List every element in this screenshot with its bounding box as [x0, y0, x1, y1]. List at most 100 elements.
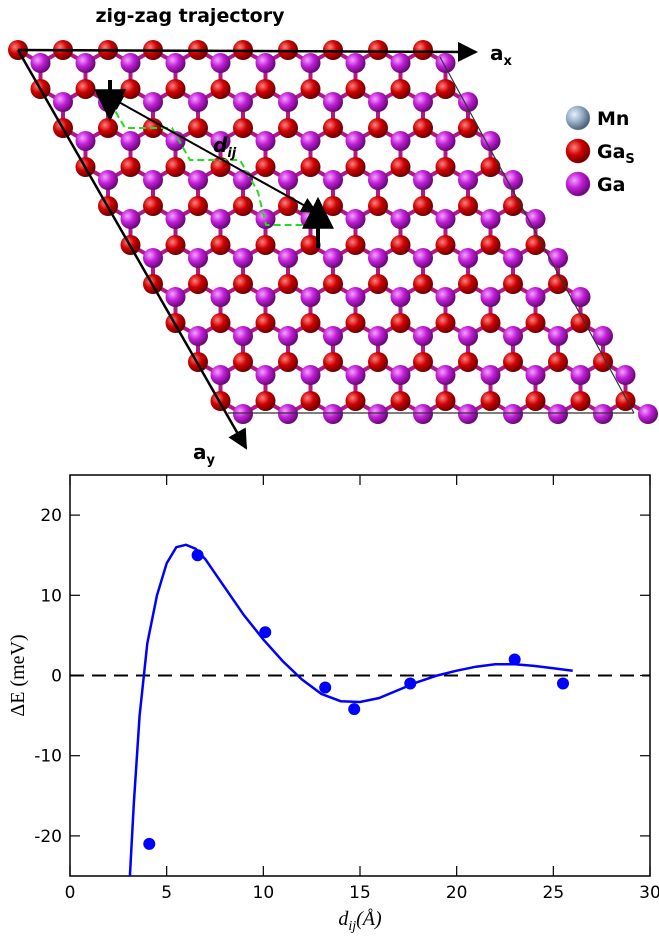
- legend-label: Mn: [597, 108, 629, 130]
- ga-atom: [481, 131, 501, 151]
- y-tick-label: 0: [51, 667, 62, 687]
- ga-atom: [346, 287, 366, 307]
- ga-atom: [166, 287, 186, 307]
- gas-atom: [278, 274, 298, 294]
- ga-atom: [638, 404, 658, 424]
- ga-atom: [143, 248, 163, 268]
- legend-swatch: [566, 172, 590, 196]
- ga-atom: [211, 209, 231, 229]
- ay-label: ay: [193, 440, 216, 468]
- legend-swatch: [566, 106, 590, 130]
- ga-atom: [346, 131, 366, 151]
- ga-atom: [481, 287, 501, 307]
- gas-atom: [233, 118, 253, 138]
- ga-atom: [233, 248, 253, 268]
- label-base: a: [193, 440, 207, 464]
- ga-atom: [233, 92, 253, 112]
- ga-atom: [76, 53, 96, 73]
- gas-atom: [413, 352, 433, 372]
- gas-atom: [436, 313, 456, 333]
- gas-atom: [301, 313, 321, 333]
- gas-atom: [346, 79, 366, 99]
- legend-swatch: [566, 139, 590, 163]
- gas-atom: [481, 157, 501, 177]
- ga-atom: [436, 287, 456, 307]
- gas-atom: [256, 313, 276, 333]
- gas-atom: [346, 235, 366, 255]
- x-tick-label: 10: [253, 883, 275, 903]
- label-sub: x: [504, 54, 513, 69]
- ga-atom: [98, 170, 118, 190]
- gas-atom: [121, 157, 141, 177]
- ga-atom: [233, 326, 253, 346]
- ga-atom: [121, 131, 141, 151]
- gas-atom: [436, 79, 456, 99]
- gas-atom: [323, 274, 343, 294]
- ga-atom: [323, 404, 343, 424]
- gas-atom: [391, 313, 411, 333]
- gas-atom: [368, 40, 388, 60]
- ga-atom: [548, 248, 568, 268]
- gas-atom: [413, 118, 433, 138]
- ga-atom: [278, 92, 298, 112]
- gas-atom: [413, 274, 433, 294]
- ga-atom: [616, 365, 636, 385]
- ga-atom: [413, 326, 433, 346]
- gas-atom: [256, 235, 276, 255]
- ga-atom: [323, 170, 343, 190]
- ga-atom: [458, 326, 478, 346]
- gas-atom: [301, 79, 321, 99]
- ga-atom: [301, 53, 321, 73]
- ga-atom: [346, 209, 366, 229]
- gas-atom: [323, 40, 343, 60]
- ga-atom: [211, 53, 231, 73]
- gas-atom: [346, 157, 366, 177]
- ga-atom: [346, 365, 366, 385]
- gas-atom: [143, 196, 163, 216]
- ga-atom: [233, 170, 253, 190]
- gas-atom: [76, 79, 96, 99]
- ga-atom: [436, 209, 456, 229]
- ga-atom: [121, 209, 141, 229]
- gas-atom: [211, 313, 231, 333]
- ga-atom: [458, 248, 478, 268]
- label-base: a: [490, 41, 504, 65]
- gas-atom: [413, 40, 433, 60]
- ga-atom: [301, 365, 321, 385]
- ax-label: ax: [490, 41, 513, 69]
- gas-atom: [391, 157, 411, 177]
- gas-atom: [368, 274, 388, 294]
- gas-atom: [166, 79, 186, 99]
- gas-atom: [166, 235, 186, 255]
- label-rest: (Å): [356, 908, 382, 930]
- x-tick-label: 30: [639, 883, 659, 903]
- x-tick-label: 15: [349, 883, 371, 903]
- gas-atom: [436, 235, 456, 255]
- gas-atom: [278, 118, 298, 138]
- data-point: [348, 703, 360, 715]
- gas-atom: [188, 196, 208, 216]
- ga-atom: [391, 53, 411, 73]
- ga-atom: [368, 326, 388, 346]
- label-sub: ij: [227, 146, 236, 161]
- gas-atom: [233, 352, 253, 372]
- ga-atom: [121, 53, 141, 73]
- ga-atom: [571, 287, 591, 307]
- gas-atom: [121, 79, 141, 99]
- gas-atom: [188, 274, 208, 294]
- gas-atom: [98, 118, 118, 138]
- gas-atom: [323, 352, 343, 372]
- gas-atom: [548, 352, 568, 372]
- ga-atom: [256, 287, 276, 307]
- data-point: [259, 626, 271, 638]
- ga-atom: [278, 170, 298, 190]
- data-point: [557, 678, 569, 690]
- legend-label: Ga: [597, 174, 625, 196]
- gas-atom: [166, 157, 186, 177]
- gas-atom: [481, 313, 501, 333]
- x-tick-label: 0: [65, 883, 76, 903]
- ga-atom: [323, 92, 343, 112]
- ga-atom: [301, 287, 321, 307]
- lattice: [8, 40, 658, 424]
- ga-atom: [278, 326, 298, 346]
